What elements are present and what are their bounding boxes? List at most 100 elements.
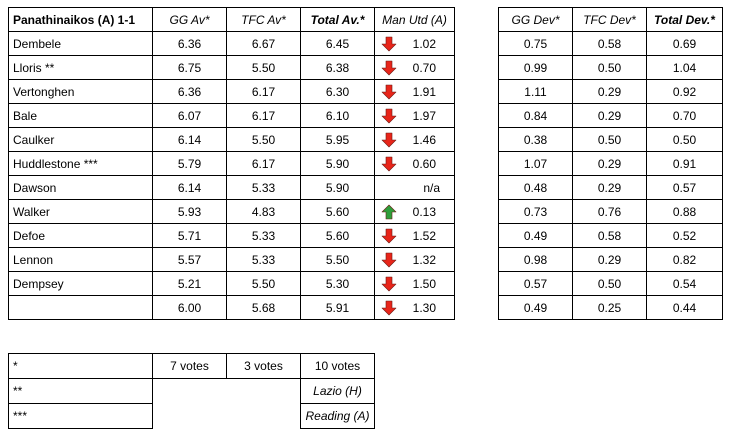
arrow-down-icon <box>381 36 397 52</box>
player-name: Dembele <box>8 31 153 56</box>
legend-mark: ** <box>8 378 153 404</box>
gg-deviation: 0.73 <box>498 199 573 224</box>
gg-average: 6.00 <box>152 295 227 320</box>
total-deviation: 1.04 <box>646 55 723 80</box>
tfc-average: 6.17 <box>226 103 301 128</box>
deviation-row: 0.99 0.50 1.04 <box>498 55 723 80</box>
total-dev-header: Total Dev.* <box>646 7 723 32</box>
gg-deviation: 0.98 <box>498 247 573 272</box>
tfc-average: 5.33 <box>226 247 301 272</box>
total-average: 5.91 <box>300 295 375 320</box>
total-deviation: 0.70 <box>646 103 723 128</box>
deviation-row: 0.49 0.58 0.52 <box>498 223 723 248</box>
tfc-deviation: 0.76 <box>572 199 647 224</box>
tfc-deviation: 0.29 <box>572 175 647 200</box>
player-name: Dempsey <box>8 271 153 296</box>
arrow-down-icon <box>381 132 397 148</box>
man-utd-change-value: 1.46 <box>412 132 436 147</box>
man-utd-change-value: 1.97 <box>412 108 436 123</box>
man-utd-change: n/a <box>374 175 455 200</box>
tfc-average: 4.83 <box>226 199 301 224</box>
gg-deviation: 0.49 <box>498 295 573 320</box>
arrow-down-icon <box>381 156 397 172</box>
player-row: Dembele 6.36 6.67 6.45 1.02 <box>8 31 455 56</box>
deviation-row: 0.98 0.29 0.82 <box>498 247 723 272</box>
legend-mark: *** <box>8 403 153 429</box>
deviation-row: 1.11 0.29 0.92 <box>498 79 723 104</box>
arrow-down-icon <box>381 300 397 316</box>
match-title-header: Panathinaikos (A) 1-1 <box>8 7 153 32</box>
gg-deviation: 0.57 <box>498 271 573 296</box>
total-deviation: 0.44 <box>646 295 723 320</box>
player-name: Defoe <box>8 223 153 248</box>
player-name: Bale <box>8 103 153 128</box>
man-utd-change-value: 1.30 <box>412 300 436 315</box>
man-utd-change-value: 1.91 <box>412 84 436 99</box>
tfc-deviation: 0.58 <box>572 223 647 248</box>
legend-note: Reading (A) <box>300 403 375 429</box>
tfc-deviation: 0.58 <box>572 31 647 56</box>
player-name: Huddlestone *** <box>8 151 153 176</box>
man-utd-change: 0.60 <box>374 151 455 176</box>
gg-deviation: 1.11 <box>498 79 573 104</box>
man-utd-change: 1.32 <box>374 247 455 272</box>
total-deviation: 0.91 <box>646 151 723 176</box>
player-name: Walker <box>8 199 153 224</box>
man-utd-change-value: 1.50 <box>412 276 436 291</box>
man-utd-change: 1.46 <box>374 127 455 152</box>
total-average: 5.95 <box>300 127 375 152</box>
tfc-deviation: 0.29 <box>572 103 647 128</box>
gg-average: 6.14 <box>152 127 227 152</box>
gg-deviation: 0.84 <box>498 103 573 128</box>
tfc-deviation: 0.25 <box>572 295 647 320</box>
total-deviation: 0.54 <box>646 271 723 296</box>
legend-row: * 7 votes 3 votes 10 votes <box>8 353 375 379</box>
man-utd-change: 1.52 <box>374 223 455 248</box>
arrow-down-icon <box>381 228 397 244</box>
man-utd-change: 1.91 <box>374 79 455 104</box>
deviation-row: 0.48 0.29 0.57 <box>498 175 723 200</box>
deviation-row: 0.75 0.58 0.69 <box>498 31 723 56</box>
player-row: Vertonghen 6.36 6.17 6.30 1.91 <box>8 79 455 104</box>
total-deviation: 0.57 <box>646 175 723 200</box>
tfc-average: 6.67 <box>226 31 301 56</box>
tfc-dev-header: TFC Dev* <box>572 7 647 32</box>
man-utd-change: 1.30 <box>374 295 455 320</box>
gg-votes: 7 votes <box>152 353 227 379</box>
player-name <box>8 295 153 320</box>
total-average: 5.60 <box>300 199 375 224</box>
total-average: 5.90 <box>300 175 375 200</box>
total-av-header: Total Av.* <box>300 7 375 32</box>
gg-average: 6.36 <box>152 79 227 104</box>
arrow-down-icon <box>381 276 397 292</box>
gg-deviation: 0.48 <box>498 175 573 200</box>
deviation-row: 1.07 0.29 0.91 <box>498 151 723 176</box>
total-average: 5.50 <box>300 247 375 272</box>
deviation-row: 0.38 0.50 0.50 <box>498 127 723 152</box>
man-utd-change-value: 0.13 <box>412 204 436 219</box>
gg-average: 6.14 <box>152 175 227 200</box>
gg-average: 5.79 <box>152 151 227 176</box>
man-utd-change: 1.50 <box>374 271 455 296</box>
gg-deviation: 1.07 <box>498 151 573 176</box>
legend-table: * 7 votes 3 votes 10 votes ** Lazio (H) … <box>8 353 375 429</box>
gg-average: 5.93 <box>152 199 227 224</box>
total-average: 6.10 <box>300 103 375 128</box>
player-name: Lennon <box>8 247 153 272</box>
total-average: 6.30 <box>300 79 375 104</box>
gg-deviation: 0.49 <box>498 223 573 248</box>
total-deviation: 0.50 <box>646 127 723 152</box>
tfc-average: 5.50 <box>226 127 301 152</box>
deviation-row: 0.49 0.25 0.44 <box>498 295 723 320</box>
deviation-header-row: GG Dev* TFC Dev* Total Dev.* <box>498 7 723 32</box>
total-deviation: 0.82 <box>646 247 723 272</box>
average-row: 6.00 5.68 5.91 1.30 <box>8 295 455 320</box>
arrow-down-icon <box>381 252 397 268</box>
gg-deviation: 0.75 <box>498 31 573 56</box>
man-utd-header: Man Utd (A) <box>374 7 455 32</box>
gg-average: 6.36 <box>152 31 227 56</box>
total-average: 6.45 <box>300 31 375 56</box>
tfc-av-header: TFC Av* <box>226 7 301 32</box>
tfc-deviation: 0.50 <box>572 127 647 152</box>
ratings-header-row: Panathinaikos (A) 1-1 GG Av* TFC Av* Tot… <box>8 7 455 32</box>
